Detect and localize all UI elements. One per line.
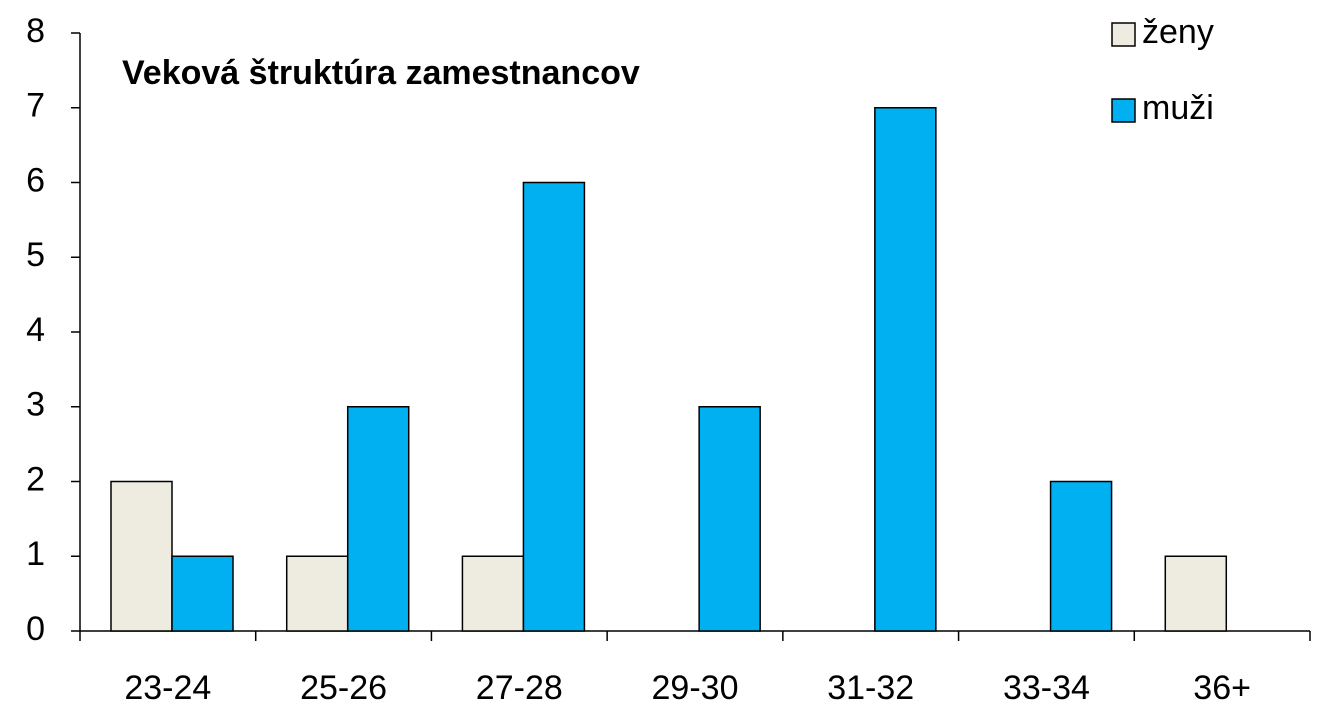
y-tick-label: 1 [26,535,45,573]
bar [110,480,173,632]
y-tick-label: 2 [26,460,45,498]
bar [698,406,761,632]
bar [346,406,410,632]
y-tick-label: 0 [26,610,45,648]
legend-swatch [1111,98,1136,123]
y-tick-label: 4 [26,311,45,349]
x-tick-label: 36+ [1193,669,1251,707]
bar [1164,555,1228,632]
bar [461,555,525,632]
y-tick-label: 6 [26,161,45,199]
y-tick-label: 8 [26,12,45,50]
x-tick-label: 25-26 [300,669,387,707]
chart-title: Veková štruktúra zamestnancov [122,54,640,92]
bar [285,555,349,632]
x-tick-label: 33-34 [1003,669,1090,707]
x-tick-label: 29-30 [652,669,739,707]
bar [171,555,234,632]
x-tick-label: 31-32 [827,669,914,707]
x-tick-label: 27-28 [476,669,563,707]
y-tick-label: 3 [26,386,45,424]
legend-label: muži [1142,89,1214,127]
y-tick-label: 5 [26,236,45,274]
y-tick-label: 7 [26,87,45,125]
bar [522,181,586,632]
x-tick-label: 23-24 [124,669,211,707]
bar [1049,480,1113,632]
legend-label: ženy [1142,13,1214,51]
legend-swatch [1111,22,1136,47]
bar [874,107,937,632]
